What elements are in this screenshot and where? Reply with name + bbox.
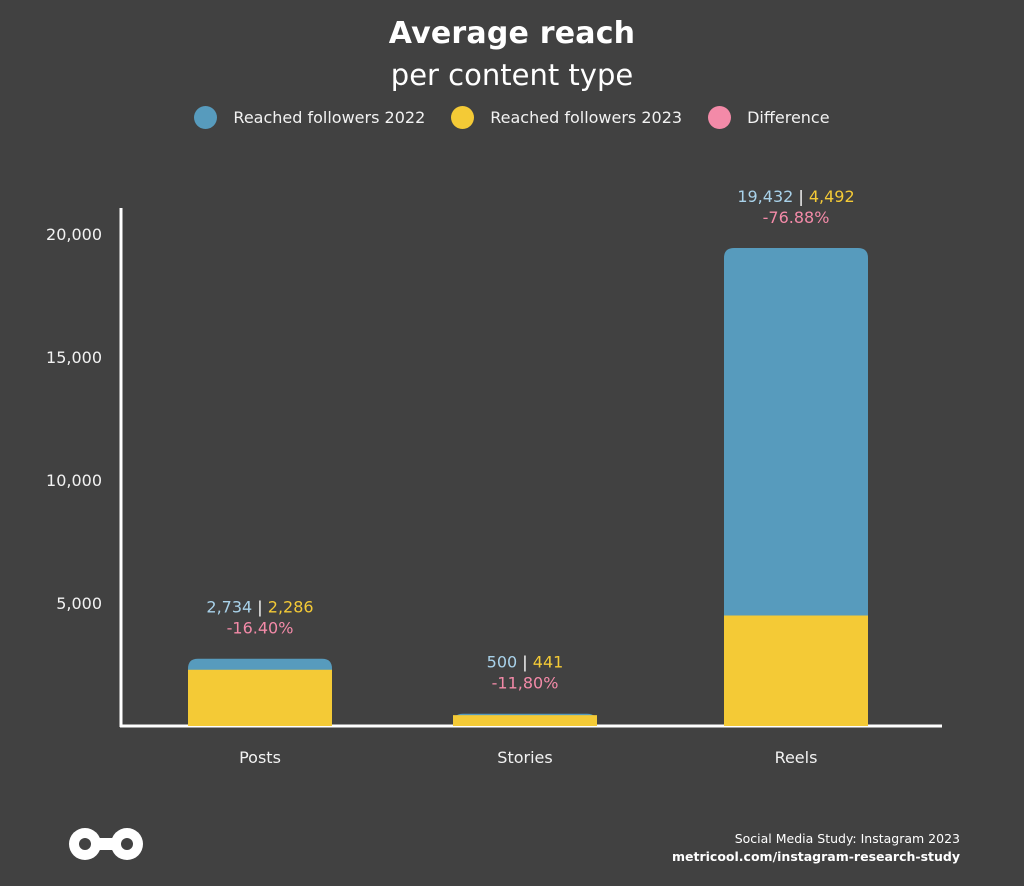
y-tick-label: 15,000 <box>46 348 102 367</box>
footer-source: Social Media Study: Instagram 2023 <box>734 831 960 846</box>
bar-2023-posts <box>188 669 332 726</box>
legend-item-difference: Difference <box>708 106 830 129</box>
data-label-difference: -76.88% <box>763 208 830 227</box>
legend-label-2023: Reached followers 2023 <box>490 108 683 127</box>
data-label-2023: 4,492 <box>809 187 855 206</box>
bar-2023-reels <box>724 615 868 726</box>
y-tick-label: 20,000 <box>46 225 102 244</box>
y-tick-label: 5,000 <box>56 594 102 613</box>
data-label-difference: -11,80% <box>492 674 559 693</box>
footer-credit: Social Media Study: Instagram 2023 metri… <box>672 830 960 866</box>
data-label-values: 500 | 441 <box>487 653 564 672</box>
chart-title: Average reach <box>388 16 636 51</box>
x-category-label: Reels <box>775 748 818 767</box>
y-tick-label: 10,000 <box>46 471 102 490</box>
data-label-difference: -16.40% <box>227 619 294 638</box>
data-label-separator: | <box>517 653 533 672</box>
legend: Reached followers 2022 Reached followers… <box>0 106 1024 129</box>
legend-dot-difference <box>708 106 732 129</box>
data-label-2022: 19,432 <box>737 187 793 206</box>
legend-item-2023: Reached followers 2023 <box>451 106 682 129</box>
legend-label-difference: Difference <box>747 108 830 127</box>
data-label-2023: 2,286 <box>268 598 314 617</box>
data-label-2022: 2,734 <box>206 598 252 617</box>
chart-subtitle: per content type <box>390 58 634 92</box>
legend-item-2022: Reached followers 2022 <box>194 106 425 129</box>
data-label-values: 19,432 | 4,492 <box>737 187 854 206</box>
data-label-separator: | <box>793 187 809 206</box>
bar-2023-stories <box>453 715 597 726</box>
data-label-values: 2,734 | 2,286 <box>206 598 313 617</box>
data-label-separator: | <box>252 598 268 617</box>
bar-2022-reels <box>724 247 868 727</box>
x-category-label: Stories <box>497 748 552 767</box>
x-category-label: Posts <box>239 748 281 767</box>
legend-dot-2022 <box>194 106 218 129</box>
data-label-2023: 441 <box>533 653 564 672</box>
legend-dot-2023 <box>451 106 475 129</box>
footer-link[interactable]: metricool.com/instagram-research-study <box>672 849 960 864</box>
infinity-logo-icon <box>69 828 143 860</box>
legend-label-2022: Reached followers 2022 <box>233 108 426 127</box>
data-label-2022: 500 <box>487 653 518 672</box>
